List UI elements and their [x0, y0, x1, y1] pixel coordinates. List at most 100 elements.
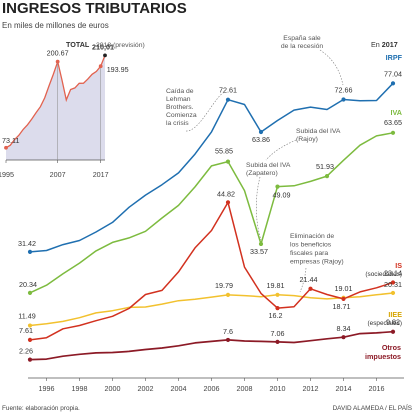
- annotation-leader: [185, 91, 226, 132]
- data-point-irpf: [341, 97, 346, 102]
- total-point: [103, 53, 107, 58]
- total-x-tick-label: 2007: [50, 170, 66, 179]
- data-label-iva: 55.85: [215, 147, 233, 156]
- series-name-iiee: IIEE: [388, 310, 402, 319]
- total-point: [4, 145, 8, 150]
- data-label-iva: 49.09: [273, 191, 291, 200]
- total-point: [55, 59, 60, 64]
- x-tick-label: 2012: [303, 384, 319, 393]
- annotation-lehman: Caída de: [166, 88, 194, 95]
- annotation-leader: [319, 49, 344, 86]
- annotation-lehman: la crisis: [166, 120, 189, 127]
- annotation-2017: En 2017: [371, 40, 398, 49]
- total-forecast-note: 2018 (previsión): [96, 42, 145, 49]
- data-label-is: 44.82: [217, 189, 235, 198]
- data-label-iva: 51.93: [316, 162, 334, 171]
- data-point-otros: [341, 335, 346, 340]
- data-label-iiee: 19.01: [335, 284, 353, 293]
- series-line-irpf: [29, 82, 394, 253]
- annotation-recovery: España sale: [283, 35, 321, 42]
- x-tick-label: 2000: [105, 384, 121, 393]
- data-point-is: [341, 296, 346, 301]
- series-line-otros: [29, 330, 394, 361]
- annotation-lines: [185, 49, 344, 293]
- data-point-iva: [258, 241, 264, 247]
- data-point-is: [27, 337, 33, 342]
- data-label-iiee: 19.79: [215, 281, 233, 290]
- data-point-irpf: [258, 129, 264, 135]
- data-label-irpf: 72.66: [335, 86, 353, 95]
- data-point-otros: [27, 357, 33, 362]
- data-label-otros: 2.26: [19, 347, 33, 356]
- x-tick-label: 1996: [39, 384, 55, 393]
- credit: DAVID ALAMEDA / EL PAÍS: [333, 403, 412, 412]
- data-label-is: 16.2: [269, 311, 283, 320]
- annotation-benefits: fiscales para: [290, 250, 328, 257]
- annotation-iva-zapatero: Subida del IVA: [246, 162, 291, 169]
- data-point-iiee: [225, 292, 231, 297]
- data-label-iva: 20.34: [19, 280, 37, 289]
- data-point-iva: [275, 184, 280, 189]
- data-point-otros: [390, 329, 396, 334]
- annotation-leader: [256, 176, 262, 241]
- x-tick-label: 2014: [336, 384, 352, 393]
- total-value-label: 210,01: [92, 42, 114, 51]
- series-line-iiee: [29, 292, 394, 327]
- annotation-lehman: Brothers.: [166, 104, 194, 111]
- data-label-iiee: 19.81: [267, 281, 285, 290]
- total-line: [5, 55, 106, 149]
- annotation-leader: [299, 267, 307, 293]
- x-tick-label: 2004: [171, 384, 187, 393]
- annotation-recovery: de la recesión: [281, 43, 324, 50]
- data-label-otros: 7.06: [271, 329, 285, 338]
- series-line-iva: [29, 132, 394, 294]
- annotation-leader: [265, 139, 297, 161]
- x-tick-label: 2010: [270, 384, 286, 393]
- data-point-iiee: [390, 290, 396, 296]
- data-label-is: 18.71: [333, 302, 351, 311]
- data-point-iiee: [27, 323, 33, 328]
- data-point-iva: [324, 174, 330, 179]
- data-label-iva: 33.57: [250, 247, 268, 256]
- total-label: TOTAL: [66, 40, 90, 49]
- data-label-irpf: 63.86: [252, 135, 270, 144]
- annotation-lehman: Lehman: [166, 96, 191, 103]
- series-name-irpf: IRPF: [386, 53, 403, 62]
- data-label-otros: 8.34: [337, 324, 351, 333]
- total-point: [98, 64, 103, 69]
- data-label-is: 23.14: [384, 268, 402, 277]
- x-tick-label: 2008: [237, 384, 253, 393]
- series-name-iva: IVA: [391, 108, 402, 117]
- annotation-lehman: Comienza: [166, 112, 197, 119]
- total-value-label: 200.67: [47, 49, 69, 58]
- data-label-irpf: 31.42: [18, 239, 36, 248]
- annotation-iva-zapatero: (Zapatero): [246, 170, 278, 177]
- data-label-otros: 9.82: [386, 318, 400, 327]
- data-point-iva: [390, 130, 396, 135]
- data-label-otros: 7.6: [223, 327, 233, 336]
- data-point-irpf: [27, 249, 33, 254]
- data-point-otros: [275, 339, 280, 345]
- series-name-is: IS: [395, 261, 402, 270]
- total-x-tick-label: 2017: [93, 170, 109, 179]
- series-name-otros: Otros: [382, 343, 401, 352]
- data-label-iiee: 20.31: [384, 280, 402, 289]
- data-label-irpf: 77.04: [384, 69, 402, 78]
- annotation-iva-rajoy: Subida del IVA: [296, 128, 341, 135]
- data-point-is: [275, 306, 280, 311]
- data-label-is: 21.44: [300, 275, 318, 284]
- chart-title: INGRESOS TRIBUTARIOS: [2, 0, 187, 17]
- data-point-iva: [225, 159, 231, 164]
- annotation-benefits: los beneficios: [290, 242, 332, 249]
- x-axis-ticks: 1996 1998 2000 2002 2004 2006 2008 2010 2012 2014…: [39, 378, 385, 393]
- data-point-irpf: [225, 97, 231, 102]
- x-tick-label: 2006: [204, 384, 220, 393]
- data-point-is: [308, 286, 313, 291]
- annotation-iva-rajoy: (Rajoy): [296, 136, 318, 143]
- series-sub-is: (sociedades): [365, 271, 402, 278]
- total-inset: TOTAL 2018 (previsión) 73.11 200.67 193.95…: [0, 40, 145, 179]
- series-sub-iiee: (especiales): [368, 320, 402, 327]
- source-note: Fuente: elaboración propia.: [2, 405, 80, 412]
